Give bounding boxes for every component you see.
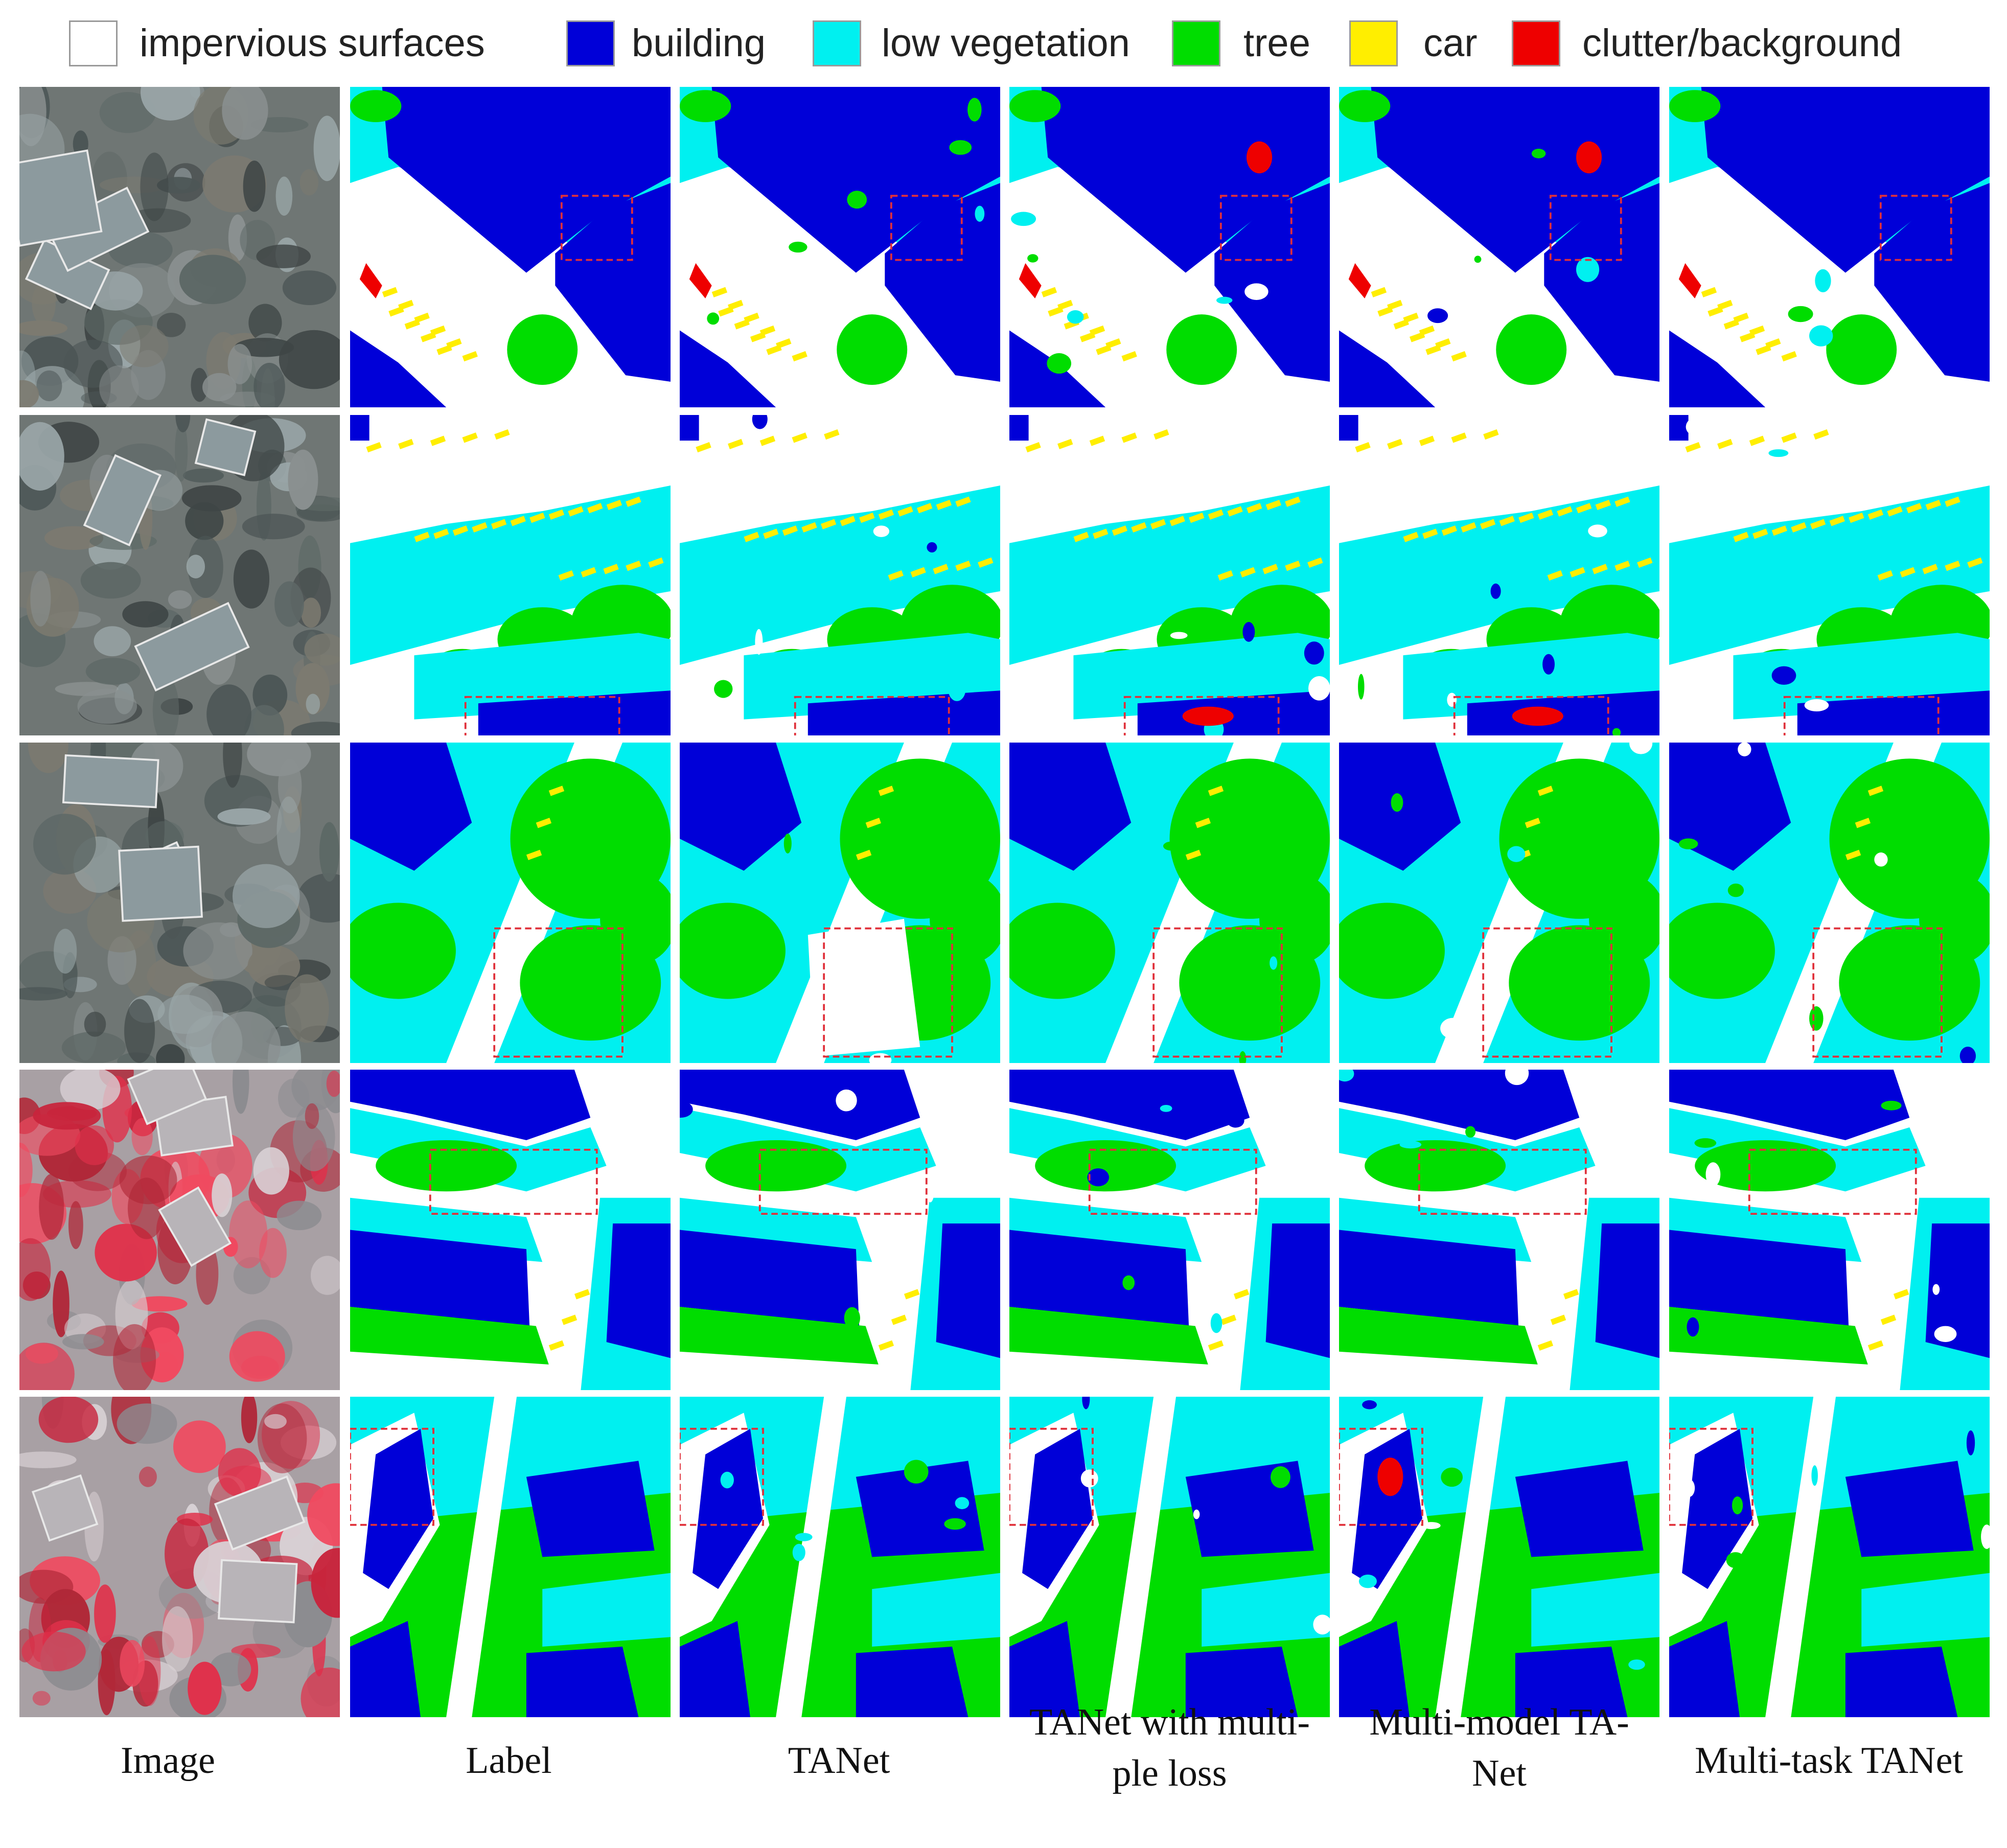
panel-row1-tanet-multiple-loss xyxy=(1009,87,1330,407)
panel-row3-image xyxy=(19,743,340,1063)
column-label-image: Image xyxy=(121,1740,215,1782)
column-label-multi-task-tanet: Multi-task TANet xyxy=(1694,1740,1964,1782)
panel-row5-multi-task-tanet xyxy=(1669,1397,1990,1717)
panel-row5-tanet xyxy=(680,1397,1000,1717)
class-legend: impervious surfaces building low vegetat… xyxy=(0,0,2007,82)
panel-row1-image xyxy=(19,87,340,407)
panel-row4-label xyxy=(350,1070,671,1390)
panel-row1-multi-model-tanet xyxy=(1339,87,1659,407)
legend-swatch-clutter-background xyxy=(1512,20,1560,66)
panel-row2-label xyxy=(350,415,671,735)
column-label-multi-model-tanet: Multi-model TA- Net xyxy=(1369,1701,1629,1794)
panel-row3-label xyxy=(350,743,671,1063)
legend-label-building: building xyxy=(632,21,766,65)
panel-row4-multi-model-tanet xyxy=(1339,1070,1659,1390)
column-label-tanet-multiple-loss: TANet with multi- ple loss xyxy=(1029,1701,1310,1794)
panel-row5-image xyxy=(19,1397,340,1717)
panel-row2-image xyxy=(19,415,340,735)
panel-row2-tanet xyxy=(680,415,1000,735)
legend-label-impervious-surfaces: impervious surfaces xyxy=(140,21,485,65)
legend-swatch-building xyxy=(566,20,615,66)
panel-row5-label xyxy=(350,1397,671,1717)
legend-swatch-low-vegetation xyxy=(813,20,861,66)
panel-row2-multi-task-tanet xyxy=(1669,415,1990,735)
panel-row4-multi-task-tanet xyxy=(1669,1070,1990,1390)
panel-row1-tanet xyxy=(680,87,1000,407)
panel-row1-label xyxy=(350,87,671,407)
panel-row4-image xyxy=(19,1070,340,1390)
panel-row3-multi-task-tanet xyxy=(1669,743,1990,1063)
panel-row3-multi-model-tanet xyxy=(1339,743,1659,1063)
panel-row4-tanet xyxy=(680,1070,1000,1390)
legend-swatch-impervious-surfaces xyxy=(69,20,118,66)
panel-row2-multi-model-tanet xyxy=(1339,415,1659,735)
panel-row2-tanet-multiple-loss xyxy=(1009,415,1330,735)
legend-label-car: car xyxy=(1423,21,1478,65)
panel-row5-multi-model-tanet xyxy=(1339,1397,1659,1717)
legend-label-tree: tree xyxy=(1243,21,1310,65)
panel-row3-tanet-multiple-loss xyxy=(1009,743,1330,1063)
panel-row4-tanet-multiple-loss xyxy=(1009,1070,1330,1390)
panel-row5-tanet-multiple-loss xyxy=(1009,1397,1330,1717)
panel-row3-tanet xyxy=(680,743,1000,1063)
column-label-label: Label xyxy=(466,1740,552,1782)
legend-label-low-vegetation: low vegetation xyxy=(882,21,1130,65)
legend-swatch-car xyxy=(1349,20,1398,66)
panel-row1-multi-task-tanet xyxy=(1669,87,1990,407)
legend-swatch-tree xyxy=(1172,20,1220,66)
legend-label-clutter-background: clutter/background xyxy=(1582,21,1902,65)
column-label-tanet: TANet xyxy=(788,1740,890,1782)
